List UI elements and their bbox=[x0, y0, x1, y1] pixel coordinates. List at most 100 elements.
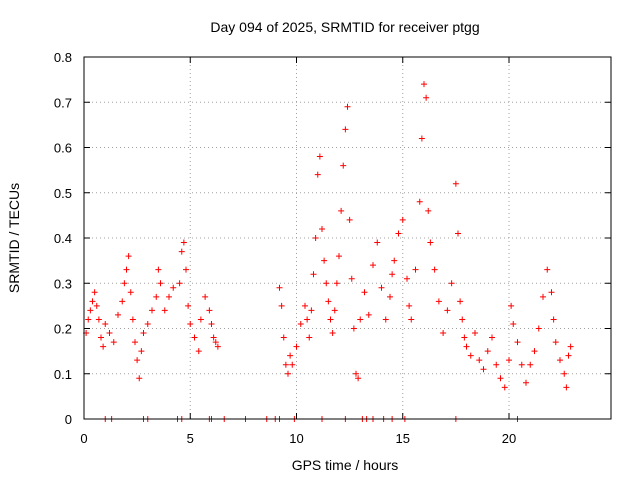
data-point bbox=[395, 230, 402, 237]
data-point bbox=[297, 320, 304, 327]
data-point bbox=[208, 320, 215, 327]
data-point bbox=[98, 334, 104, 341]
data-point bbox=[212, 339, 219, 346]
x-tick-label: 20 bbox=[502, 431, 516, 446]
data-point bbox=[333, 280, 340, 287]
data-point bbox=[550, 316, 557, 323]
data-point bbox=[153, 293, 160, 300]
data-point bbox=[316, 153, 323, 160]
data-point bbox=[138, 348, 145, 355]
data-point bbox=[304, 316, 311, 323]
data-point bbox=[425, 207, 432, 214]
data-point bbox=[444, 307, 451, 314]
data-point bbox=[342, 126, 349, 133]
data-point bbox=[484, 348, 491, 355]
data-point bbox=[452, 180, 459, 187]
data-point bbox=[344, 103, 351, 110]
data-point bbox=[514, 339, 521, 346]
data-point bbox=[195, 348, 202, 355]
data-point bbox=[423, 94, 430, 101]
data-point bbox=[467, 352, 474, 359]
data-point bbox=[412, 266, 419, 273]
data-point bbox=[319, 225, 325, 232]
data-point bbox=[389, 271, 396, 278]
data-point bbox=[310, 271, 317, 278]
data-point bbox=[121, 280, 128, 287]
data-point bbox=[85, 316, 92, 323]
data-point bbox=[340, 162, 347, 169]
data-point bbox=[278, 302, 285, 309]
y-tick-label: 0.5 bbox=[54, 186, 72, 201]
data-point bbox=[552, 339, 559, 346]
data-point bbox=[378, 284, 385, 291]
data-point bbox=[293, 343, 300, 350]
data-point bbox=[540, 293, 546, 300]
data-point bbox=[361, 289, 368, 296]
data-point bbox=[106, 330, 113, 337]
data-point bbox=[183, 266, 189, 273]
data-point bbox=[523, 379, 529, 386]
data-point bbox=[89, 298, 96, 305]
data-point bbox=[180, 239, 187, 246]
data-point bbox=[346, 216, 353, 223]
data-point bbox=[508, 302, 515, 309]
data-point bbox=[176, 280, 183, 287]
data-point bbox=[214, 343, 221, 350]
data-point bbox=[355, 375, 362, 382]
data-point bbox=[387, 293, 393, 300]
data-point bbox=[427, 239, 434, 246]
data-point bbox=[457, 298, 464, 305]
data-point bbox=[331, 307, 338, 314]
data-point bbox=[518, 361, 525, 368]
data-point bbox=[370, 262, 376, 269]
data-point bbox=[144, 320, 151, 327]
data-point bbox=[431, 266, 438, 273]
data-point bbox=[134, 357, 141, 364]
data-point bbox=[391, 257, 398, 264]
x-tick-label: 10 bbox=[289, 431, 303, 446]
data-point bbox=[312, 235, 319, 241]
data-point bbox=[197, 316, 204, 323]
data-point bbox=[93, 302, 100, 309]
data-point bbox=[353, 370, 359, 377]
data-point bbox=[302, 302, 308, 309]
data-point bbox=[382, 316, 389, 323]
data-point bbox=[348, 275, 355, 282]
y-tick-label: 0.3 bbox=[54, 276, 72, 291]
data-point bbox=[276, 284, 283, 291]
data-point bbox=[166, 293, 172, 300]
data-point bbox=[418, 135, 425, 142]
data-point bbox=[210, 334, 217, 341]
data-point bbox=[497, 375, 504, 382]
tick-labels: 0 5 10 15 20 0 0.1 0.2 0.3 0.4 0.5 0.6 0.7 0.8 bbox=[54, 50, 516, 446]
data-point bbox=[287, 352, 294, 359]
data-point bbox=[480, 366, 487, 373]
data-point bbox=[472, 330, 478, 337]
data-points bbox=[83, 81, 574, 422]
data-point bbox=[100, 343, 107, 350]
data-point bbox=[510, 320, 517, 327]
data-point bbox=[206, 307, 213, 314]
data-point bbox=[350, 325, 357, 332]
data-point bbox=[285, 370, 291, 377]
data-point bbox=[125, 253, 132, 260]
data-point bbox=[531, 348, 538, 355]
data-point bbox=[544, 266, 551, 273]
data-point bbox=[408, 316, 415, 323]
x-tick-label: 15 bbox=[396, 431, 410, 446]
data-point bbox=[129, 316, 136, 323]
x-tick-label: 0 bbox=[80, 431, 87, 446]
y-tick-label: 0.7 bbox=[54, 95, 72, 110]
data-point bbox=[202, 293, 209, 300]
data-point bbox=[493, 361, 500, 368]
y-axis-label: SRMTID / TECUs bbox=[6, 183, 22, 293]
x-axis-label: GPS time / hours bbox=[292, 457, 399, 473]
data-point bbox=[561, 370, 568, 377]
y-tick-label: 0.1 bbox=[54, 367, 72, 382]
data-point bbox=[95, 316, 102, 323]
data-point bbox=[308, 307, 315, 314]
data-point bbox=[191, 334, 198, 341]
data-point bbox=[527, 361, 534, 368]
data-point bbox=[178, 248, 185, 255]
